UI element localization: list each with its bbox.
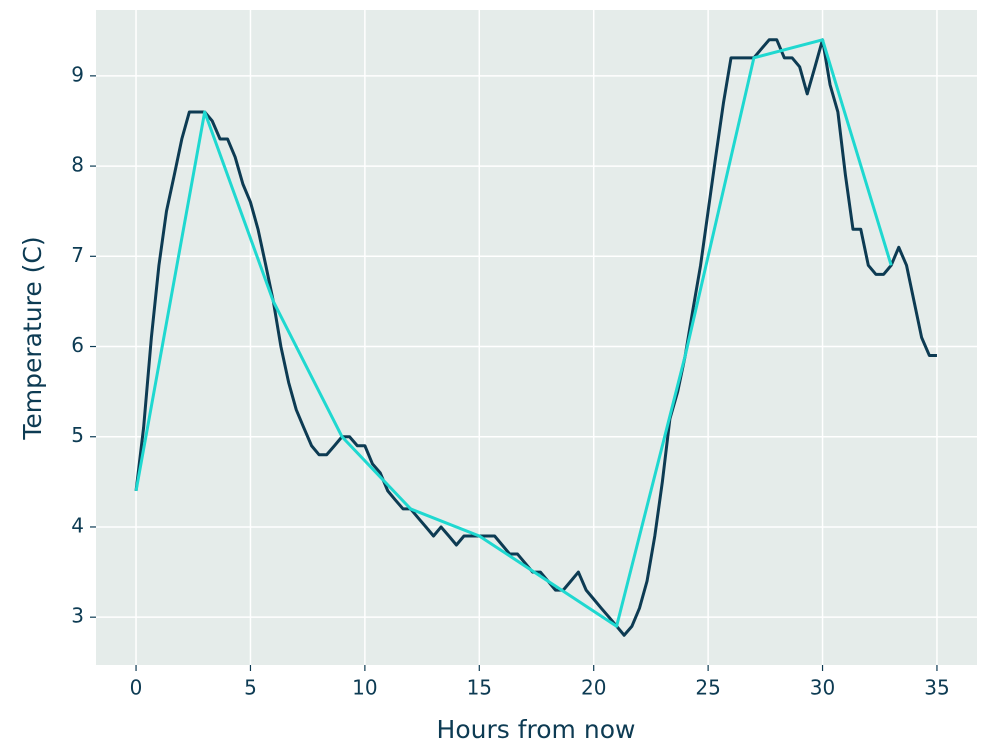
x-tick-label: 25 bbox=[695, 676, 720, 700]
y-tick-label: 8 bbox=[71, 153, 84, 177]
x-tick-label: 35 bbox=[924, 676, 949, 700]
y-tick-label: 6 bbox=[71, 333, 84, 357]
y-tick-label: 4 bbox=[71, 513, 84, 537]
y-axis-label: Temperature (C) bbox=[18, 236, 47, 440]
x-tick-label: 5 bbox=[244, 676, 257, 700]
x-tick-label: 0 bbox=[130, 676, 143, 700]
y-tick-label: 9 bbox=[71, 62, 84, 86]
y-tick-label: 3 bbox=[71, 604, 84, 628]
x-tick-label: 20 bbox=[581, 676, 606, 700]
plot-background bbox=[96, 10, 977, 665]
x-tick-label: 30 bbox=[810, 676, 835, 700]
line-series bbox=[134, 38, 893, 628]
x-axis-label: Hours from now bbox=[437, 715, 636, 744]
x-tick-label: 15 bbox=[467, 676, 492, 700]
y-tick-label: 7 bbox=[71, 243, 84, 267]
x-tick-label: 10 bbox=[352, 676, 377, 700]
y-tick-label: 5 bbox=[71, 423, 84, 447]
